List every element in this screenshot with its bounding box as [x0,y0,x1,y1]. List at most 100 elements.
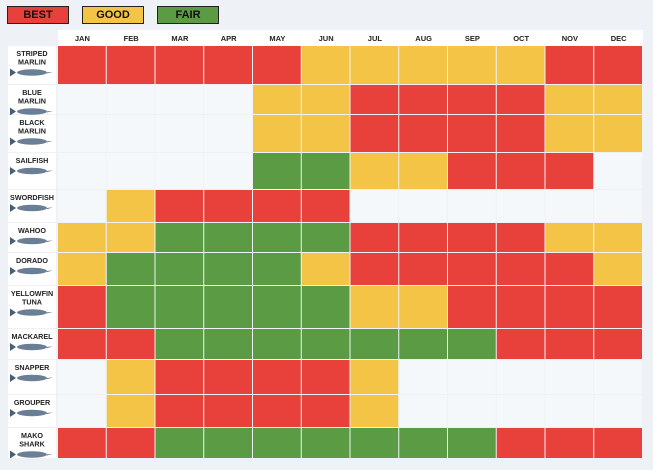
heatmap-cell [448,115,496,152]
fish-icon [10,68,53,77]
heatmap-cell [496,253,545,285]
fish-label-cell [8,46,56,84]
fish-label-wahoo: WAHOO [18,226,46,235]
heatmap-cell [301,223,350,252]
month-label-jun: JUN [319,34,334,43]
heatmap-cell [350,46,399,84]
heatmap-cell [301,286,350,328]
month-label-feb: FEB [124,34,140,43]
fish-icon [10,409,53,417]
heatmap-cell [58,395,106,427]
heatmap-cell [399,46,447,84]
fish-icon [10,374,53,382]
heatmap-cell [301,153,350,189]
heatmap-cell [496,286,545,328]
fish-icon [10,343,53,351]
heatmap-cell [399,360,447,394]
heatmap-cell [448,85,496,114]
heatmap-cell [106,329,155,359]
heatmap-cell [106,286,155,328]
heatmap-cell [155,190,204,222]
heatmap-cell [301,190,350,222]
heatmap-cell [448,395,496,427]
fish-label-dorado: DORADO [16,256,48,265]
heatmap-cell [350,115,399,152]
heatmap-cell [106,223,155,252]
heatmap-cell [496,46,545,84]
heatmap-cell [301,329,350,359]
heatmap-cell [155,286,204,328]
heatmap-cell [155,360,204,394]
heatmap-cell [204,153,252,189]
heatmap-cell [350,223,399,252]
heatmap-cell [106,190,155,222]
month-label-sep: SEP [465,34,480,43]
heatmap-cell [301,253,350,285]
heatmap-cell [253,286,301,328]
heatmap-cell [58,223,106,252]
heatmap-cell [399,85,447,114]
heatmap-cell [58,253,106,285]
fish-icon [10,450,53,459]
heatmap-cell [204,85,252,114]
fish-icon [10,267,53,275]
heatmap-cell [58,115,106,152]
fish-label-black-marlin: BLACK MARLIN [18,118,46,136]
fish-icon [10,137,53,146]
heatmap-cell [106,115,155,152]
heatmap-cell [253,428,301,458]
heatmap-cell [204,428,252,458]
heatmap-cell [301,46,350,84]
heatmap-cell [399,223,447,252]
heatmap-cell [448,286,496,328]
heatmap-cell [204,329,252,359]
heatmap-cell [58,428,106,458]
heatmap-cell [155,153,204,189]
heatmap-cell [448,329,496,359]
heatmap-cell [106,360,155,394]
heatmap-cell [58,286,106,328]
heatmap-cell [448,46,496,84]
heatmap-cell [594,223,642,252]
heatmap-cell [594,329,642,359]
month-label-mar: MAR [171,34,189,43]
fish-label-yellowfin-tuna: YELLOWFIN TUNA [11,289,53,307]
heatmap-cell [448,153,496,189]
heatmap-cell [204,286,252,328]
heatmap-cell [594,85,642,114]
month-label-jan: JAN [75,34,90,43]
heatmap-cell [545,85,594,114]
heatmap-cell [253,395,301,427]
month-label-jul: JUL [368,34,383,43]
heatmap-cell [350,286,399,328]
heatmap-cell [253,223,301,252]
heatmap-cell [594,360,642,394]
heatmap-cell [496,190,545,222]
heatmap-cell [155,395,204,427]
heatmap-cell [350,85,399,114]
heatmap-cell [155,115,204,152]
heatmap-cell [204,223,252,252]
month-label-dec: DEC [611,34,627,43]
heatmap-cell [155,223,204,252]
heatmap-cell [301,428,350,458]
heatmap-cell [58,153,106,189]
heatmap-cell [204,115,252,152]
heatmap-cell [399,190,447,222]
fish-icon [10,204,53,212]
heatmap-cell [594,190,642,222]
fish-icon [10,308,53,317]
legend-best: BEST [7,6,69,24]
heatmap-cell [106,395,155,427]
heatmap-cell [545,115,594,152]
heatmap-cell [350,428,399,458]
legend-good: GOOD [82,6,144,24]
month-label-aug: AUG [415,34,432,43]
heatmap-cell [58,360,106,394]
legend-fair: FAIR [157,6,219,24]
heatmap-cell [399,153,447,189]
heatmap-cell [545,286,594,328]
heatmap-cell [594,253,642,285]
heatmap-cell [301,395,350,427]
